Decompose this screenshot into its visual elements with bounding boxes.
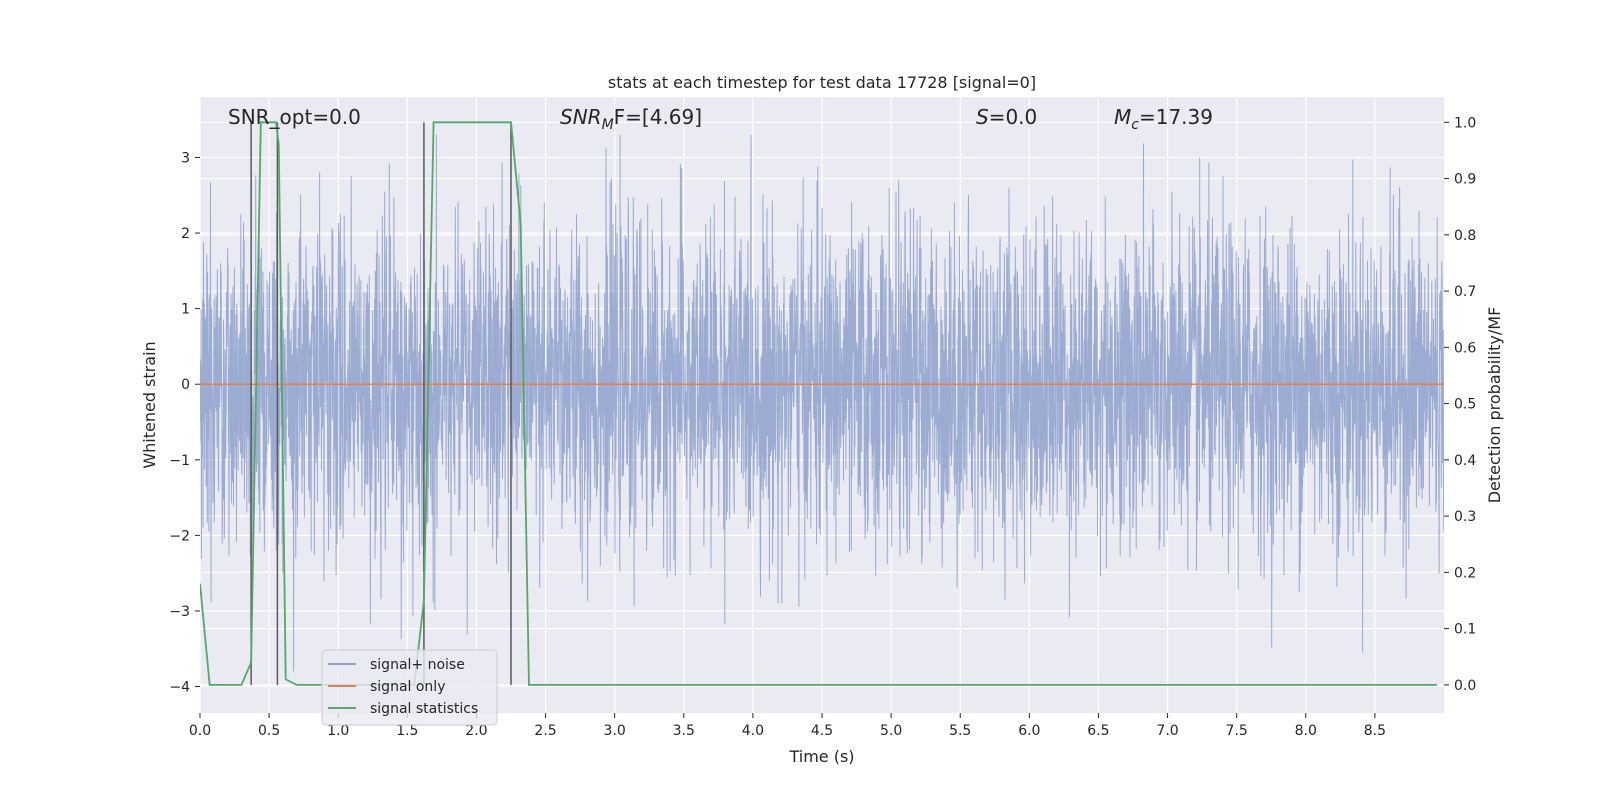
signal-statistics-line [200,121,1438,686]
y-tick-label-4: 0 [181,377,190,393]
y-tick-label-6: 2 [181,226,190,242]
legend-box [321,649,498,726]
annotation-snr-opt: SNR_opt=0.0 [228,105,361,129]
y-tick-label-1: −3 [169,604,190,620]
y2-tick-label-0: 0.0 [1454,678,1476,694]
y2-tick-label-3: 0.3 [1454,509,1476,525]
y2-axis-label: Detection probability/MF [1485,307,1504,504]
x-tick-label-14: 7.0 [1156,723,1178,739]
y2-tick-label-6: 0.6 [1454,340,1476,356]
y-tick-label-5: 1 [181,302,190,318]
x-tick-label-9: 4.5 [811,723,833,739]
x-tick-label-11: 5.5 [949,723,971,739]
y-tick-label-2: −2 [169,528,190,544]
plot-area [200,121,1444,686]
series-signal-statistics [200,121,1438,686]
x-tick-label-4: 2.0 [465,723,487,739]
x-tick-label-3: 1.5 [396,723,418,739]
y-axis-ticks: −4 −3 −2 −1 0 1 2 3 [169,150,200,696]
x-tick-label-0: 0.0 [189,723,211,739]
x-tick-label-16: 8.0 [1295,723,1317,739]
legend: signal+ noise signal only signal statist… [321,649,498,726]
x-tick-label-6: 3.0 [604,723,626,739]
y2-tick-label-1: 0.1 [1454,622,1476,638]
annotation-s: S=0.0 [976,105,1037,129]
x-tick-label-15: 7.5 [1226,723,1248,739]
x-axis-ticks: 0.0 0.5 1.0 1.5 2.0 2.5 3.0 3.5 4.0 4.5 5.0 5.5 6.0 6… [189,713,1386,739]
y2-tick-label-5: 0.5 [1454,397,1476,413]
x-tick-label-2: 1.0 [327,723,349,739]
y2-tick-label-8: 0.8 [1454,228,1476,244]
x-tick-label-17: 8.5 [1364,723,1386,739]
x-tick-label-5: 2.5 [534,723,556,739]
legend-label-signal-noise: signal+ noise [370,657,465,673]
x-tick-label-12: 6.0 [1018,723,1040,739]
chart-title: stats at each timestep for test data 177… [608,73,1036,92]
x-tick-label-10: 5.0 [880,723,902,739]
signal-noise-line [200,134,1444,672]
y2-tick-label-2: 0.2 [1454,565,1476,581]
y2-tick-label-9: 0.9 [1454,172,1476,188]
y2-axis-ticks: 0.0 0.1 0.2 0.3 0.4 0.5 0.6 0.7 0.8 0.9 1.0 [1444,115,1476,694]
annotation-snr-mf: SNRMF=[4.69] [560,105,702,133]
x-tick-label-8: 4.0 [742,723,764,739]
y2-tick-label-7: 0.7 [1454,284,1476,300]
x-axis-label: Time (s) [788,747,854,766]
x-tick-label-7: 3.5 [673,723,695,739]
x-tick-label-13: 6.5 [1087,723,1109,739]
legend-label-signal-only: signal only [370,679,445,695]
y-axis-label: Whitened strain [140,341,159,468]
y-tick-label-0: −4 [169,680,190,696]
series-signal-noise [200,134,1444,672]
x-tick-label-1: 0.5 [258,723,280,739]
y2-tick-label-4: 0.4 [1454,453,1476,469]
y-tick-label-7: 3 [181,150,190,166]
legend-label-signal-statistics: signal statistics [370,701,478,717]
y2-tick-label-10: 1.0 [1454,115,1476,131]
annotation-mc: Mc=17.39 [1114,105,1213,133]
y-tick-label-3: −1 [169,453,190,469]
